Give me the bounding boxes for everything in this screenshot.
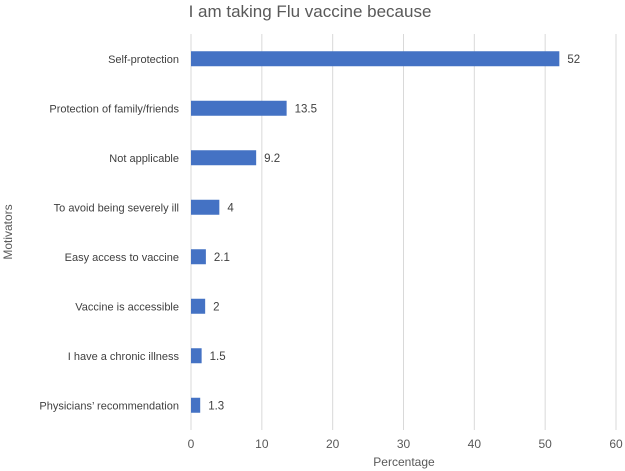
x-tick-labels: 0 10 20 30 40 50 60 (188, 437, 623, 451)
y-axis-title: Motivators (1, 204, 15, 259)
bar (191, 298, 206, 314)
data-label: 2.1 (214, 252, 230, 264)
x-tick-label: 20 (326, 437, 340, 451)
category-labels: Self-protection Protection of family/frie… (39, 54, 179, 413)
category-label: Easy access to vaccine (65, 252, 179, 264)
category-label: Self-protection (108, 54, 179, 66)
x-tick-label: 0 (188, 437, 195, 451)
data-label: 1.5 (210, 351, 226, 363)
category-label: Protection of family/friends (49, 103, 179, 115)
data-label: 2 (213, 301, 219, 313)
bar (191, 249, 206, 265)
data-label: 4 (227, 202, 234, 214)
bar (191, 348, 202, 364)
bars (191, 51, 560, 413)
bar (191, 199, 220, 215)
data-label: 52 (567, 54, 580, 66)
x-tick-label: 40 (468, 437, 482, 451)
category-label: I have a chronic illness (68, 351, 180, 363)
x-tick-label: 30 (397, 437, 411, 451)
x-tick-label: 50 (538, 437, 552, 451)
value-labels: 52 13.5 9.2 4 2.1 2 1.5 1.3 (208, 54, 580, 413)
x-tick-label: 60 (609, 437, 623, 451)
x-tick-label: 10 (255, 437, 269, 451)
gridlines (190, 34, 617, 430)
category-label: Not applicable (109, 153, 179, 165)
x-axis-title: Percentage (373, 455, 435, 469)
chart-title: I am taking Flu vaccine because (189, 2, 432, 21)
bar (191, 150, 257, 166)
category-label: To avoid being severely ill (54, 202, 179, 214)
data-label: 9.2 (264, 153, 280, 165)
bar (191, 100, 287, 116)
category-label: Vaccine is accessible (75, 301, 179, 313)
data-label: 1.3 (208, 400, 224, 412)
data-label: 13.5 (295, 103, 317, 115)
bar (191, 51, 560, 67)
bar (191, 397, 201, 413)
category-label: Physicians’ recommendation (39, 400, 179, 412)
